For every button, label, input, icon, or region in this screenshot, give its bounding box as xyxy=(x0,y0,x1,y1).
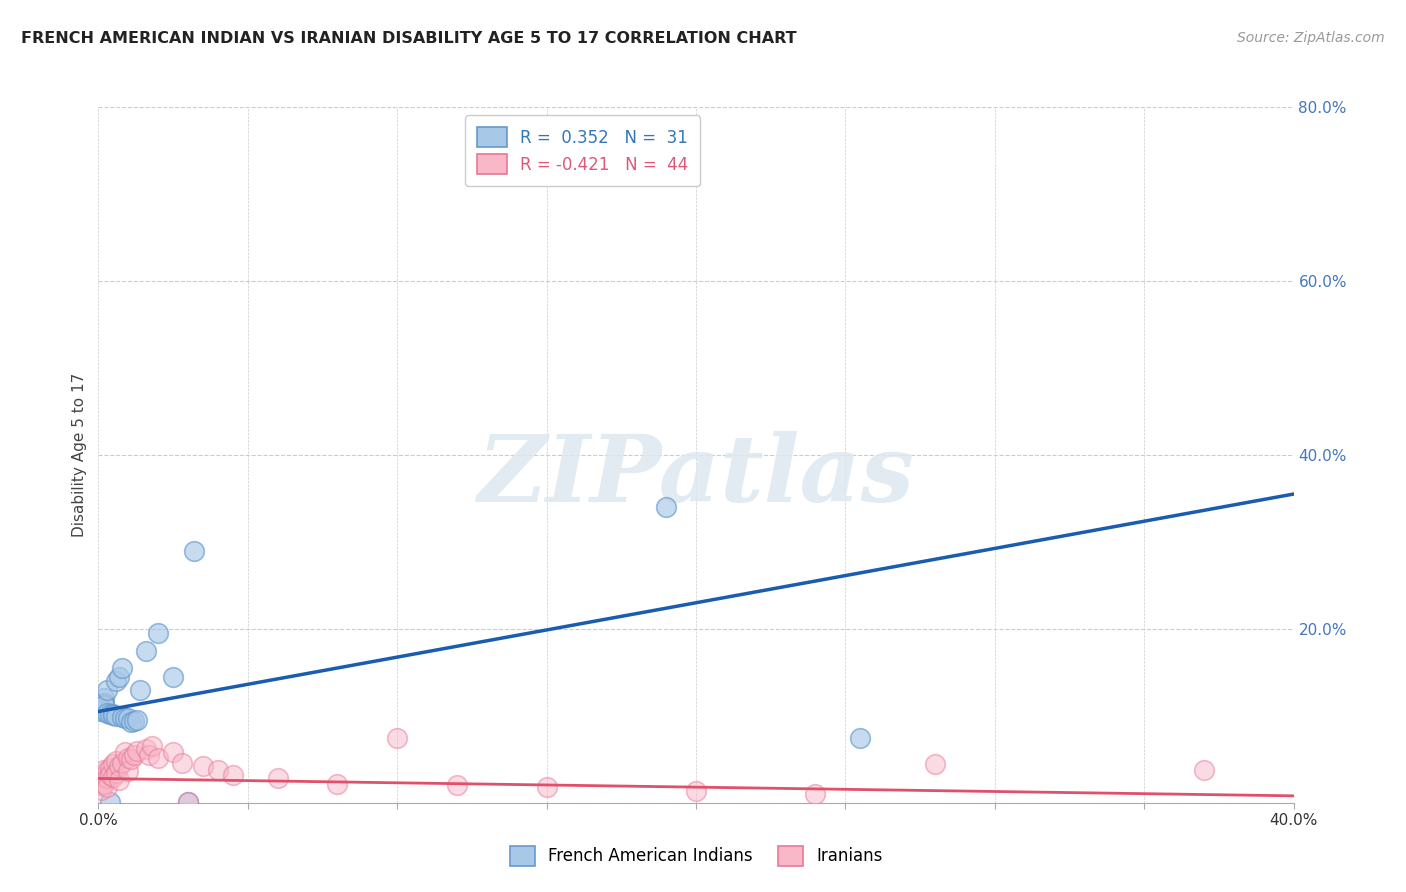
Point xyxy=(93,691,115,706)
Point xyxy=(385,731,409,745)
Point xyxy=(120,752,142,766)
Point xyxy=(111,709,134,723)
Point xyxy=(111,661,134,675)
Point xyxy=(124,714,146,728)
Point xyxy=(114,710,136,724)
Point xyxy=(90,770,112,784)
Point xyxy=(191,759,214,773)
Point xyxy=(96,780,118,794)
Point xyxy=(98,761,122,775)
Point xyxy=(90,703,112,717)
Point xyxy=(93,770,115,784)
Point xyxy=(120,714,142,729)
Point xyxy=(103,708,125,723)
Point xyxy=(127,713,149,727)
Point xyxy=(93,696,115,710)
Point xyxy=(105,754,128,768)
Point xyxy=(96,706,118,721)
Point xyxy=(96,764,118,779)
Point xyxy=(924,756,946,771)
Point xyxy=(103,707,125,722)
Point xyxy=(172,756,194,770)
Point xyxy=(849,731,872,745)
Point xyxy=(108,670,131,684)
Point xyxy=(655,500,678,514)
Point xyxy=(93,763,115,777)
Text: Source: ZipAtlas.com: Source: ZipAtlas.com xyxy=(1237,31,1385,45)
Point xyxy=(536,780,558,794)
Point xyxy=(103,770,125,784)
Text: FRENCH AMERICAN INDIAN VS IRANIAN DISABILITY AGE 5 TO 17 CORRELATION CHART: FRENCH AMERICAN INDIAN VS IRANIAN DISABI… xyxy=(21,31,797,46)
Point xyxy=(685,783,707,797)
Point xyxy=(207,763,229,777)
Point xyxy=(148,626,170,640)
Point xyxy=(124,747,146,762)
Point xyxy=(446,778,468,793)
Point xyxy=(96,772,118,786)
Point xyxy=(108,759,131,773)
Point xyxy=(98,795,122,809)
Y-axis label: Disability Age 5 to 17: Disability Age 5 to 17 xyxy=(72,373,87,537)
Point xyxy=(127,744,149,758)
Point xyxy=(90,774,112,789)
Point xyxy=(804,787,827,801)
Point xyxy=(114,745,136,759)
Point xyxy=(138,747,160,762)
Point xyxy=(98,768,122,782)
Point xyxy=(1192,763,1215,777)
Point xyxy=(98,707,122,722)
Point xyxy=(90,705,112,719)
Point xyxy=(222,768,245,782)
Point xyxy=(93,698,115,713)
Point xyxy=(183,543,205,558)
Point xyxy=(90,778,112,793)
Point xyxy=(117,750,139,764)
Point xyxy=(129,682,152,697)
Point xyxy=(148,750,170,764)
Legend: French American Indians, Iranians: French American Indians, Iranians xyxy=(502,838,890,874)
Point xyxy=(177,795,200,809)
Point xyxy=(108,773,131,788)
Point xyxy=(105,766,128,780)
Point xyxy=(117,711,139,725)
Point xyxy=(93,777,115,791)
Point xyxy=(111,756,134,770)
Point xyxy=(326,777,349,791)
Text: ZIPatlas: ZIPatlas xyxy=(478,431,914,521)
Point xyxy=(105,674,128,689)
Point xyxy=(117,764,139,779)
Point xyxy=(135,643,157,657)
Point xyxy=(135,742,157,756)
Point xyxy=(141,739,163,754)
Point xyxy=(177,795,200,809)
Point xyxy=(103,756,125,771)
Point xyxy=(90,782,112,797)
Point xyxy=(96,682,118,697)
Point xyxy=(162,745,184,759)
Point xyxy=(90,702,112,716)
Point xyxy=(105,708,128,723)
Point xyxy=(162,670,184,684)
Point xyxy=(267,772,290,786)
Point xyxy=(90,700,112,714)
